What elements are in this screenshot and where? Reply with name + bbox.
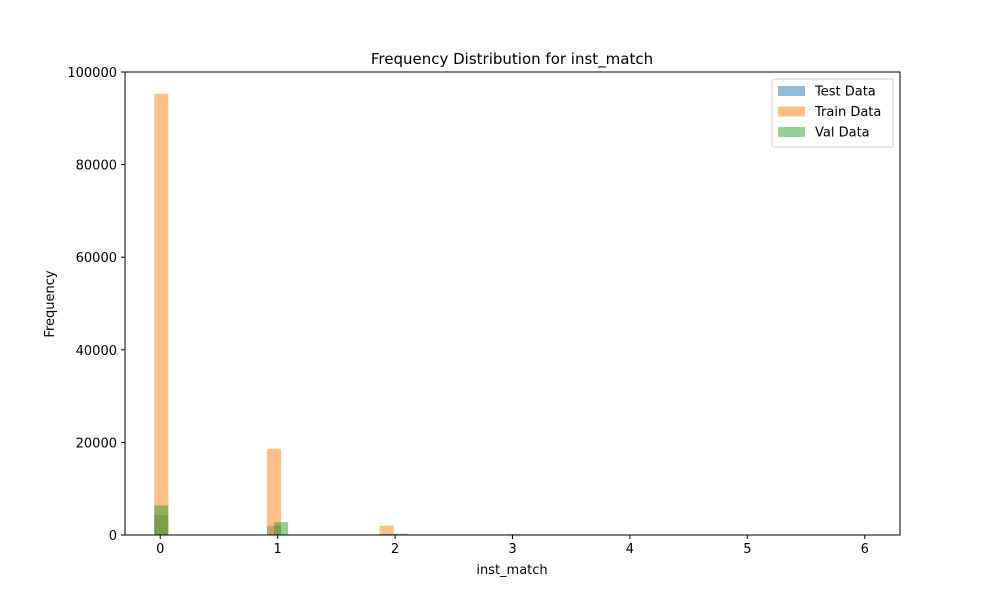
y-axis: 0 20000 40000 60000 80000 100000	[67, 66, 125, 544]
x-tick-label-1: 1	[274, 542, 282, 557]
bar-val-data-0	[154, 505, 169, 535]
legend-swatch-val-data	[778, 127, 805, 137]
x-axis: 0 1 2 3 4 5 6	[156, 535, 869, 557]
bar-train-data-0	[154, 93, 169, 535]
bar-train-data-1	[266, 448, 282, 535]
y-tick-label-3: 60000	[76, 251, 117, 266]
legend-label-test-data: Test Data	[814, 85, 876, 100]
legend-swatch-test-data	[778, 86, 805, 96]
bar-train-data-3	[506, 533, 521, 535]
x-tick-label-6: 6	[861, 542, 869, 557]
x-tick-label-2: 2	[391, 542, 399, 557]
bar-train-data-2	[379, 525, 394, 535]
y-tick-label-5: 100000	[67, 66, 117, 81]
legend-swatch-train-data	[778, 106, 805, 117]
y-tick-label-4: 80000	[76, 159, 117, 174]
x-tick-label-0: 0	[156, 542, 164, 557]
y-tick-label-0: 0	[109, 529, 117, 544]
y-tick-label-1: 20000	[76, 436, 117, 451]
x-tick-label-5: 5	[743, 542, 751, 557]
chart-title: Frequency Distribution for inst_match	[371, 50, 653, 69]
legend-label-train-data: Train Data	[814, 105, 881, 120]
x-tick-label-3: 3	[508, 542, 516, 557]
x-axis-label: inst_match	[476, 563, 547, 578]
bar-val-data-1	[274, 522, 289, 535]
y-tick-label-2: 40000	[76, 344, 117, 359]
y-axis-label: Frequency	[43, 270, 58, 337]
bars-layer	[154, 93, 873, 535]
x-tick-label-4: 4	[626, 542, 634, 557]
legend: Test Data Train Data Val Data	[771, 78, 894, 148]
bar-val-data-2	[393, 533, 408, 535]
legend-label-val-data: Val Data	[815, 126, 870, 141]
